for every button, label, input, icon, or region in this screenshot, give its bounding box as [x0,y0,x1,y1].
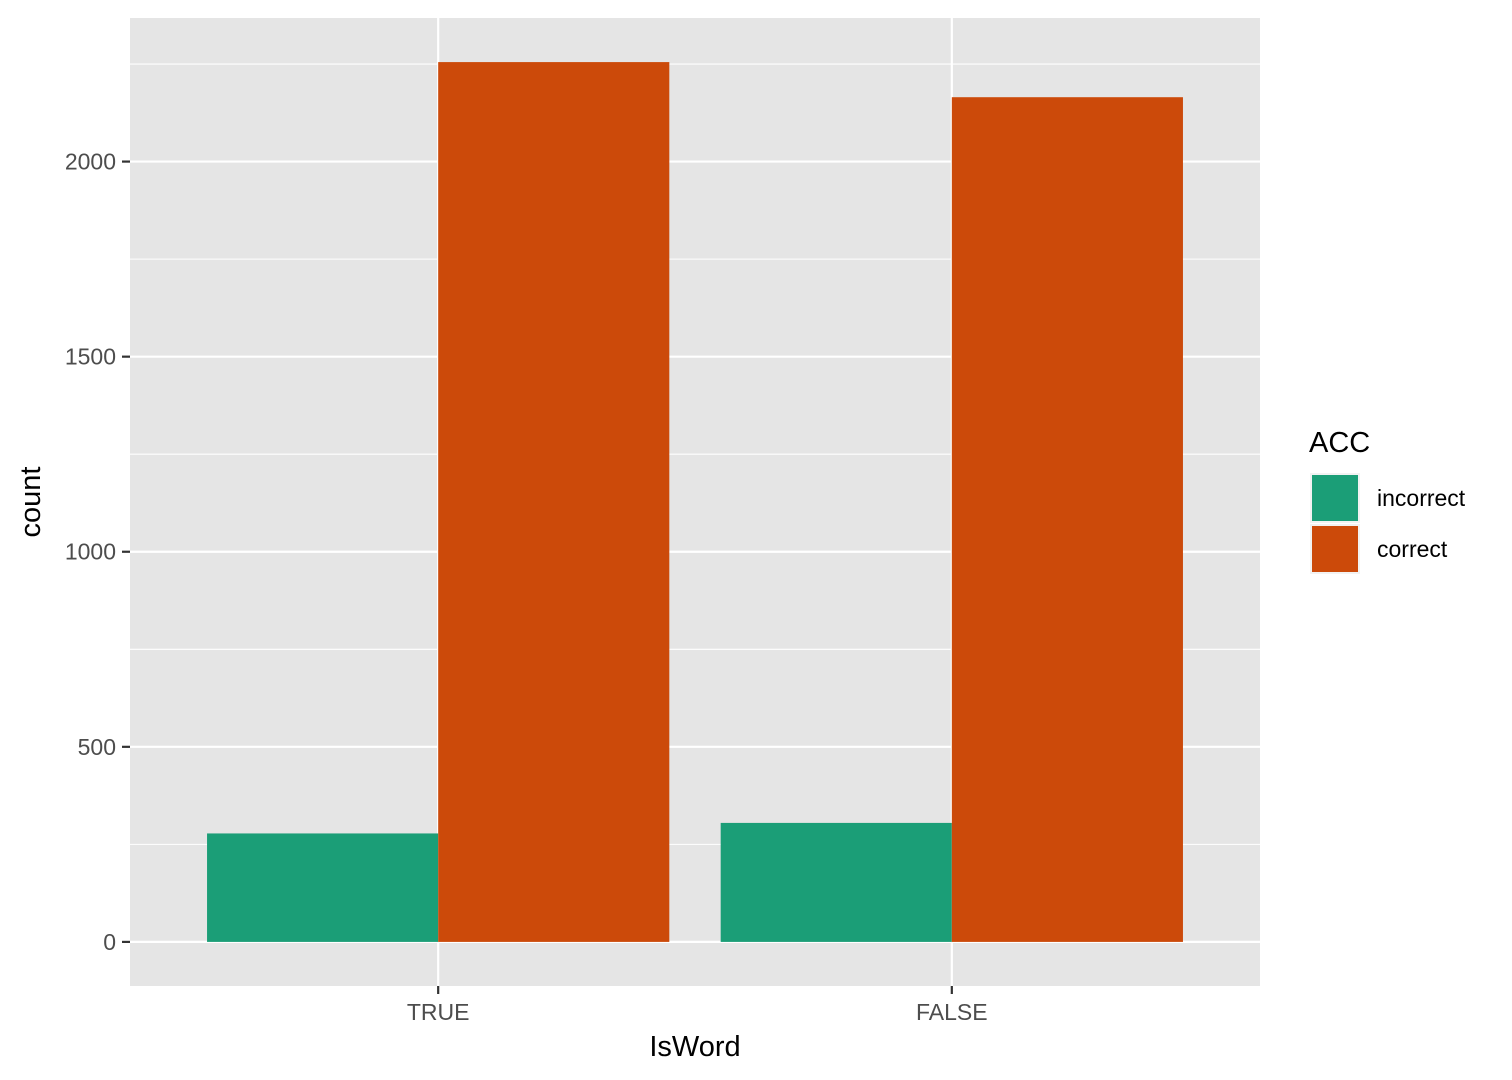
y-tick-label: 1500 [65,344,116,370]
legend-title: ACC [1309,427,1370,459]
legend-label-correct: correct [1377,536,1448,562]
y-tick-label: 1000 [65,539,116,565]
bar-incorrect-false [720,822,952,942]
x-tick-label: TRUE [407,999,470,1025]
y-tick-label: 2000 [65,149,116,175]
bar-incorrect-true [207,833,439,942]
legend-key-incorrect [1312,475,1358,521]
x-axis: TRUE FALSE [407,986,988,1025]
y-axis: 0 500 1000 1500 2000 [65,149,130,955]
legend: ACC incorrect correct [1309,427,1466,574]
y-axis-title: count [15,467,47,538]
x-axis-title: IsWord [649,1031,740,1063]
x-tick-label: FALSE [916,999,988,1025]
y-tick-label: 500 [78,734,116,760]
legend-label-incorrect: incorrect [1377,485,1466,511]
bar-correct-false [951,97,1183,942]
y-tick-label: 0 [103,929,116,955]
legend-key-correct [1312,526,1358,572]
bars [207,62,1183,942]
bar-correct-true [438,62,670,942]
